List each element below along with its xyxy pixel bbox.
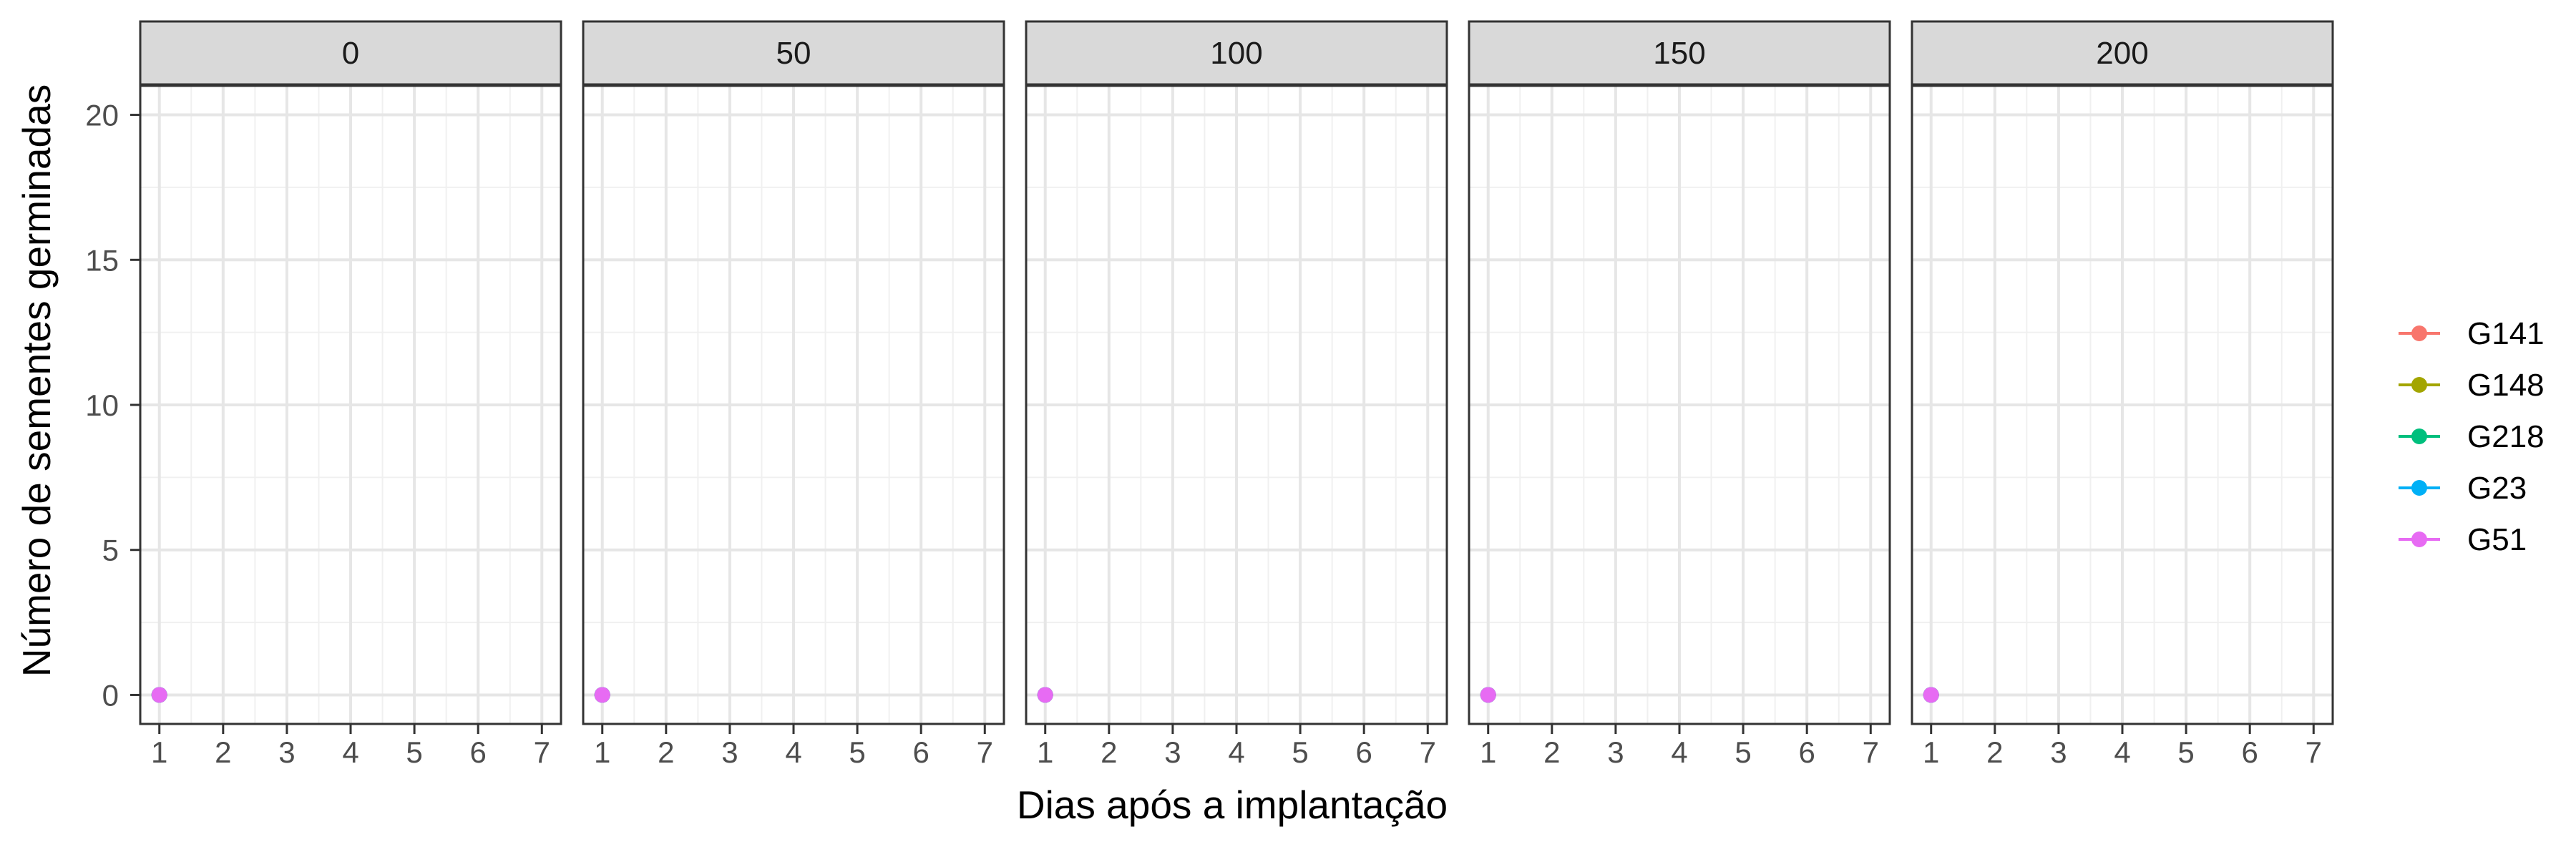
- x-tick-label: 6: [913, 735, 930, 769]
- x-tick-label: 6: [2242, 735, 2258, 769]
- x-tick-label: 7: [2306, 735, 2322, 769]
- x-tick-label: 3: [1607, 735, 1624, 769]
- x-tick-label: 7: [1863, 735, 1879, 769]
- x-tick-label: 6: [1799, 735, 1815, 769]
- data-point-G51: [1037, 687, 1053, 703]
- legend-key-point: [2411, 532, 2427, 547]
- x-tick-label: 3: [721, 735, 738, 769]
- facet-strip-label: 0: [342, 36, 359, 71]
- legend-label: G51: [2467, 522, 2527, 557]
- legend-key-point: [2411, 377, 2427, 393]
- facet-strip-label: 50: [776, 36, 811, 71]
- x-tick-label: 1: [151, 735, 167, 769]
- x-tick-label: 1: [1923, 735, 1939, 769]
- x-tick-label: 1: [1480, 735, 1496, 769]
- x-tick-label: 2: [1101, 735, 1117, 769]
- facet-strip: [1025, 20, 1448, 86]
- x-tick-label: 4: [342, 735, 358, 769]
- facet-strip: [1468, 20, 1891, 86]
- facet-strip: [1911, 20, 2334, 86]
- x-tick-label: 1: [1037, 735, 1053, 769]
- facet-panel-150: 150 1 2 3 4 5 6 7: [1468, 20, 1891, 769]
- x-tick-label: 3: [278, 735, 295, 769]
- legend-key-point: [2411, 325, 2427, 341]
- x-tick-label: 2: [658, 735, 674, 769]
- legend-label: G218: [2467, 419, 2545, 454]
- legend-item-G148: G148: [2399, 368, 2545, 403]
- y-tick-label: 0: [102, 678, 119, 712]
- x-tick-label: 4: [1671, 735, 1687, 769]
- legend-key-point: [2411, 480, 2427, 496]
- facet-strip: [582, 20, 1005, 86]
- x-tick-label: 3: [1164, 735, 1181, 769]
- legend-label: G23: [2467, 471, 2527, 506]
- legend-item-G51: G51: [2399, 522, 2527, 557]
- x-tick-label: 4: [785, 735, 801, 769]
- y-tick-label: 10: [85, 388, 119, 422]
- data-point-G51: [1480, 687, 1496, 703]
- y-axis-title: Número de sementes germinadas: [14, 84, 59, 677]
- legend-item-G23: G23: [2399, 471, 2527, 506]
- x-tick-label: 2: [1543, 735, 1560, 769]
- x-tick-label: 6: [1356, 735, 1372, 769]
- x-tick-label: 6: [470, 735, 487, 769]
- x-tick-label: 7: [534, 735, 550, 769]
- y-tick-label: 15: [85, 243, 119, 277]
- legend-label: G141: [2467, 316, 2545, 351]
- facet-strip: [139, 20, 562, 86]
- x-tick-label: 5: [849, 735, 865, 769]
- facet-strip-label: 100: [1210, 36, 1262, 71]
- x-tick-label: 4: [2114, 735, 2130, 769]
- x-tick-label: 4: [1228, 735, 1244, 769]
- facet-strip-label: 150: [1653, 36, 1705, 71]
- legend: G141 G148 G218 G23 G51: [2399, 316, 2545, 557]
- legend-item-G141: G141: [2399, 316, 2545, 351]
- legend-item-G218: G218: [2399, 419, 2545, 454]
- x-tick-label: 3: [2050, 735, 2067, 769]
- x-tick-label: 5: [1735, 735, 1751, 769]
- x-tick-label: 2: [1986, 735, 2003, 769]
- x-tick-label: 1: [594, 735, 610, 769]
- x-tick-label: 2: [215, 735, 231, 769]
- y-axis: 0 5 10 15 20: [85, 99, 140, 712]
- y-tick-label: 5: [102, 534, 119, 567]
- x-tick-label: 7: [1420, 735, 1436, 769]
- x-tick-label: 5: [406, 735, 422, 769]
- x-tick-label: 5: [2177, 735, 2194, 769]
- facet-panel-50: 50 1 2 3 4 5 6 7: [582, 20, 1005, 769]
- data-point-G51: [1923, 687, 1939, 703]
- facet-panel-100: 100 1 2 3 4 5 6 7: [1025, 20, 1448, 769]
- legend-label: G148: [2467, 368, 2545, 403]
- facet-panel-200: 200 1 2 3 4 5 6 7: [1911, 20, 2334, 769]
- x-tick-label: 7: [977, 735, 993, 769]
- data-point-G51: [151, 687, 167, 703]
- x-tick-label: 5: [1292, 735, 1308, 769]
- facet-strip-label: 200: [2096, 36, 2148, 71]
- facet-panel-0: 0 1 2 3 4 5 6 7: [139, 20, 562, 769]
- x-axis-title: Dias após a implantação: [1017, 783, 1448, 827]
- legend-key-point: [2411, 428, 2427, 444]
- y-tick-label: 20: [85, 99, 119, 132]
- data-point-G51: [594, 687, 610, 703]
